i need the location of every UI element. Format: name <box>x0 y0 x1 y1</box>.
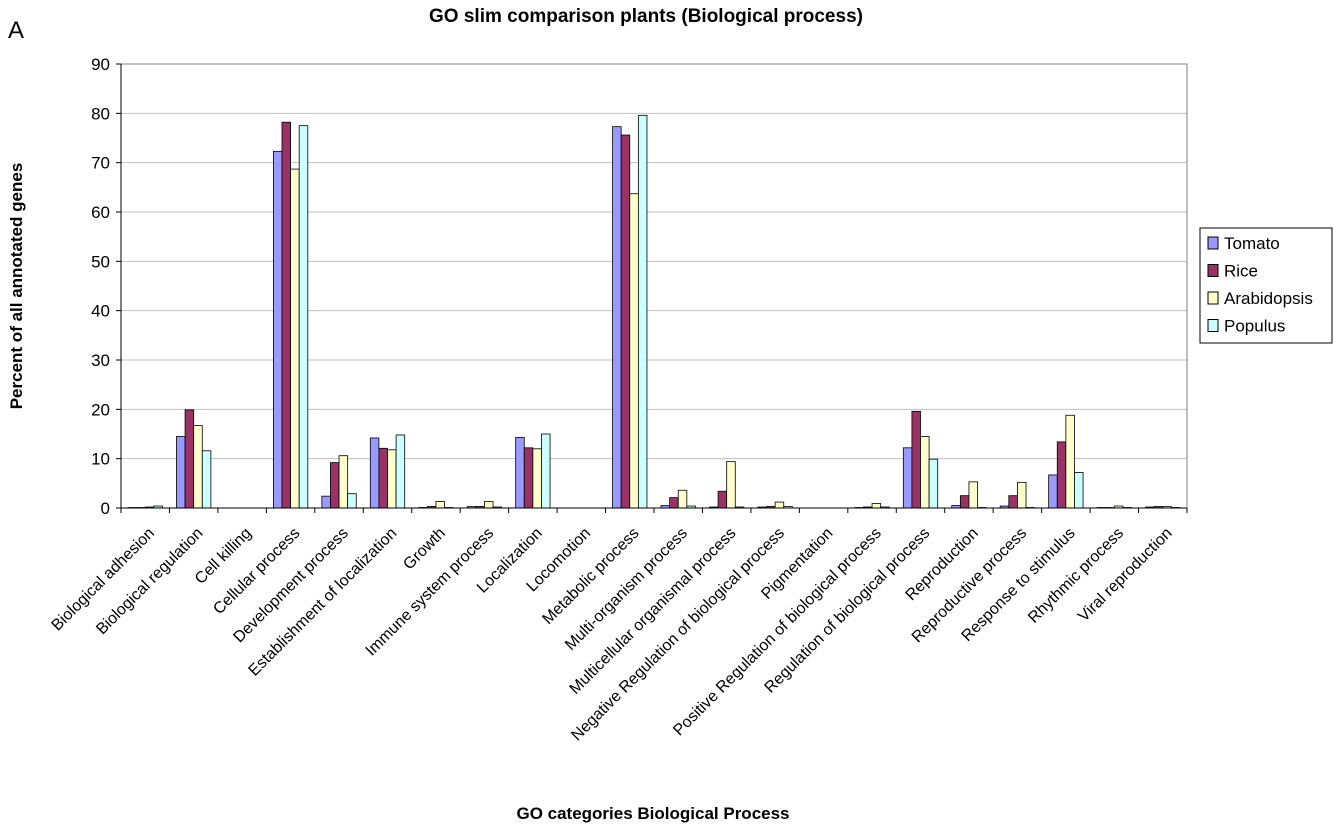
y-tick-label-90: 90 <box>91 55 110 74</box>
bar-populus-cellular-process <box>299 126 308 508</box>
x-tick-label-viral-reproduction: Viral reproduction <box>1075 525 1175 625</box>
legend-swatch-tomato <box>1208 237 1218 249</box>
chart-title: GO slim comparison plants (Biological pr… <box>429 6 863 27</box>
x-tick-label-growth: Growth <box>400 525 448 573</box>
bar-tomato-localization <box>516 437 525 508</box>
bar-rice-development-process <box>330 463 339 508</box>
legend-swatch-rice <box>1208 265 1218 277</box>
bar-arabidopsis-biological-regulation <box>194 426 203 508</box>
y-axis-title: Percent of all annotated genes <box>7 163 26 410</box>
bar-rice-cellular-process <box>282 122 291 508</box>
y-axis-ticks: 0 10 20 30 40 50 60 70 80 90 <box>91 55 121 518</box>
bar-arabidopsis-reproductive-process <box>1017 482 1026 508</box>
bar-arabidopsis-response-to-stimulus <box>1066 415 1075 508</box>
bar-tomato-biological-regulation <box>176 436 185 508</box>
bar-arabidopsis-localization <box>533 449 542 508</box>
bar-rice-multicellular-organismal-process <box>718 491 727 508</box>
legend-swatch-populus <box>1208 320 1218 332</box>
bar-populus-localization <box>541 434 550 508</box>
y-tick-label-40: 40 <box>91 302 110 321</box>
bar-rice-multi-organism-process <box>670 498 679 508</box>
bar-arabidopsis-positive-regulation-of-biological-process <box>872 504 881 508</box>
y-tick-label-60: 60 <box>91 203 110 222</box>
legend-label-arabidopsis: Arabidopsis <box>1224 289 1313 308</box>
bar-arabidopsis-negative-regulation-of-biological-process <box>775 502 784 508</box>
bar-tomato-cellular-process <box>273 151 282 508</box>
bar-tomato-regulation-of-biological-process <box>903 448 912 508</box>
y-tick-label-20: 20 <box>91 400 110 419</box>
bar-populus-response-to-stimulus <box>1074 472 1083 508</box>
bar-arabidopsis-multicellular-organismal-process <box>727 462 736 508</box>
legend-label-populus: Populus <box>1224 317 1285 336</box>
bar-arabidopsis-regulation-of-biological-process <box>921 436 930 508</box>
bar-rice-regulation-of-biological-process <box>912 411 921 508</box>
bar-arabidopsis-cellular-process <box>291 169 300 508</box>
bar-arabidopsis-metabolic-process <box>630 194 639 508</box>
panel-label: A <box>8 17 24 44</box>
legend: Tomato Rice Arabidopsis Populus <box>1200 228 1332 343</box>
x-axis-title: GO categories Biological Process <box>516 804 789 823</box>
legend-label-tomato: Tomato <box>1224 234 1280 253</box>
x-tick-label-cellular-process: Cellular process <box>210 525 303 618</box>
bar-arabidopsis-establishment-of-localization <box>388 450 397 508</box>
y-tick-label-50: 50 <box>91 252 110 271</box>
bar-rice-metabolic-process <box>621 135 630 508</box>
bar-rice-reproduction <box>960 496 969 508</box>
bar-rice-establishment-of-localization <box>379 448 388 508</box>
bar-populus-metabolic-process <box>638 115 647 508</box>
y-tick-label-10: 10 <box>91 450 110 469</box>
bar-tomato-development-process <box>322 496 331 508</box>
bar-populus-establishment-of-localization <box>396 435 405 508</box>
legend-swatch-arabidopsis <box>1208 292 1218 304</box>
y-tick-label-30: 30 <box>91 351 110 370</box>
bar-arabidopsis-multi-organism-process <box>678 490 687 508</box>
bar-arabidopsis-development-process <box>339 456 348 508</box>
bar-rice-biological-regulation <box>185 410 194 508</box>
bar-rice-response-to-stimulus <box>1057 442 1066 508</box>
bar-rice-localization <box>524 448 533 508</box>
y-tick-label-70: 70 <box>91 154 110 173</box>
bar-arabidopsis-immune-system-process <box>484 502 493 508</box>
bar-tomato-response-to-stimulus <box>1049 475 1058 508</box>
bar-arabidopsis-reproduction <box>969 482 978 508</box>
y-tick-label-80: 80 <box>91 104 110 123</box>
bar-populus-development-process <box>348 494 357 508</box>
bar-tomato-establishment-of-localization <box>370 438 379 508</box>
legend-label-rice: Rice <box>1224 262 1258 281</box>
bar-arabidopsis-growth <box>436 502 445 508</box>
bar-tomato-metabolic-process <box>613 127 622 508</box>
bar-populus-regulation-of-biological-process <box>929 459 938 508</box>
bar-rice-reproductive-process <box>1009 496 1018 508</box>
bar-populus-biological-regulation <box>202 451 211 508</box>
y-tick-label-0: 0 <box>101 499 110 518</box>
bars <box>128 115 1180 508</box>
